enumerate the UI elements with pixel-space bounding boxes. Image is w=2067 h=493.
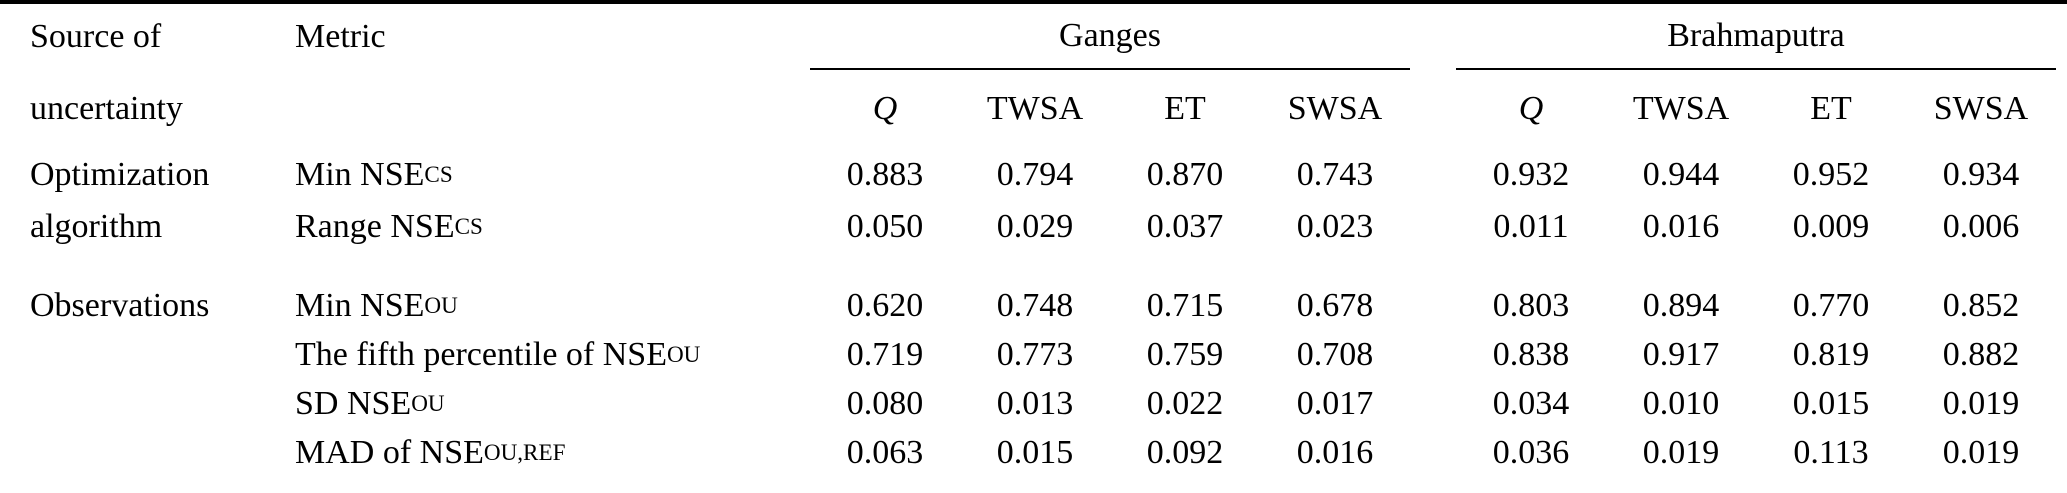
value-cell: 0.932 [1492, 156, 1570, 193]
value-cell: 0.819 [1792, 335, 1870, 373]
value-cell: 0.917 [1642, 335, 1720, 373]
value-cell: 0.715 [1146, 286, 1224, 324]
source-header-line1: Source of [30, 18, 162, 55]
value-cell: 0.022 [1146, 384, 1224, 422]
value-cell: 0.882 [1942, 335, 2020, 373]
row-group-observations: Observations Min NSE OU 0.620 0.748 0.715… [0, 281, 2056, 477]
value-cell: 0.016 [1296, 433, 1374, 471]
value-cell: 0.838 [1492, 335, 1570, 373]
value-cell: 0.803 [1492, 286, 1570, 324]
value-cell: 0.773 [996, 335, 1074, 373]
value-cell: 0.852 [1942, 286, 2020, 324]
row-group-label: Observations [30, 286, 210, 324]
metric-label: Range NSE CS [295, 208, 483, 245]
metric-label-text: MAD of NSE [295, 433, 484, 471]
value-cell: 0.013 [996, 384, 1074, 422]
value-cell: 0.037 [1146, 208, 1224, 245]
table-header: Source of uncertainty Metric Ganges Brah… [0, 4, 2056, 147]
metric-header: Metric [295, 18, 386, 55]
value-cell: 0.016 [1642, 208, 1720, 245]
value-cell: 0.063 [846, 433, 924, 471]
value-cell: 0.017 [1296, 384, 1374, 422]
subcol-header-ganges-et: ET [1164, 89, 1206, 127]
value-cell: 0.009 [1792, 208, 1870, 245]
value-cell: 0.113 [1793, 433, 1869, 471]
metric-label-text: Min NSE [295, 286, 425, 324]
subcol-header-ganges-q: Q [872, 89, 898, 127]
metric-label: SD NSE OU [295, 384, 445, 422]
metric-label-text: Range NSE [295, 208, 455, 245]
group-header-ganges: Ganges [810, 4, 1410, 70]
value-cell: 0.748 [996, 286, 1074, 324]
metric-label: MAD of NSE OU,REF [295, 433, 566, 471]
value-cell: 0.019 [1642, 433, 1720, 471]
value-cell: 0.092 [1146, 433, 1224, 471]
value-cell: 0.870 [1146, 156, 1224, 193]
row-group-label-line2: algorithm [30, 208, 163, 245]
value-cell: 0.620 [846, 286, 924, 324]
value-cell: 0.934 [1942, 156, 2020, 193]
value-cell: 0.770 [1792, 286, 1870, 324]
value-cell: 0.719 [846, 335, 924, 373]
value-cell: 0.952 [1792, 156, 1870, 193]
source-header-line2: uncertainty [30, 89, 183, 127]
metric-label: The fifth percentile of NSE OU [295, 335, 701, 373]
value-cell: 0.743 [1296, 156, 1374, 193]
value-cell: 0.883 [846, 156, 924, 193]
value-cell: 0.759 [1146, 335, 1224, 373]
subcol-header-brahmaputra-q: Q [1518, 89, 1544, 127]
metric-label-text: Min NSE [295, 156, 425, 193]
value-cell: 0.034 [1492, 384, 1570, 422]
bottom-rule [0, 0, 2067, 4]
group-header-ganges-label: Ganges [1059, 17, 1161, 54]
group-header-brahmaputra-label: Brahmaputra [1667, 17, 1845, 54]
metric-label-text: The fifth percentile of NSE [295, 335, 667, 373]
value-cell: 0.010 [1642, 384, 1720, 422]
value-cell: 0.019 [1942, 433, 2020, 471]
value-cell: 0.678 [1296, 286, 1374, 324]
value-cell: 0.006 [1942, 208, 2020, 245]
value-cell: 0.708 [1296, 335, 1374, 373]
value-cell: 0.050 [846, 208, 924, 245]
subcol-header-brahmaputra-swsa: SWSA [1933, 89, 2029, 127]
metric-label: Min NSE OU [295, 286, 458, 324]
group-header-brahmaputra: Brahmaputra [1456, 4, 2056, 70]
value-cell: 0.029 [996, 208, 1074, 245]
metric-label: Min NSE CS [295, 156, 453, 193]
subcol-header-brahmaputra-et: ET [1810, 89, 1852, 127]
subcol-header-brahmaputra-twsa: TWSA [1632, 89, 1730, 127]
row-group-optimization: Optimization algorithm Min NSE CS 0.883 0… [0, 149, 2056, 253]
value-cell: 0.794 [996, 156, 1074, 193]
value-cell: 0.023 [1296, 208, 1374, 245]
value-cell: 0.036 [1492, 433, 1570, 471]
value-cell: 0.015 [996, 433, 1074, 471]
row-group-label-line1: Optimization [30, 156, 210, 193]
subcol-header-ganges-swsa: SWSA [1287, 89, 1383, 127]
value-cell: 0.894 [1642, 286, 1720, 324]
value-cell: 0.019 [1942, 384, 2020, 422]
metric-label-text: SD NSE [295, 384, 412, 422]
value-cell: 0.015 [1792, 384, 1870, 422]
value-cell: 0.080 [846, 384, 924, 422]
value-cell: 0.011 [1493, 208, 1569, 245]
value-cell: 0.944 [1642, 156, 1720, 193]
subcol-header-ganges-twsa: TWSA [986, 89, 1084, 127]
